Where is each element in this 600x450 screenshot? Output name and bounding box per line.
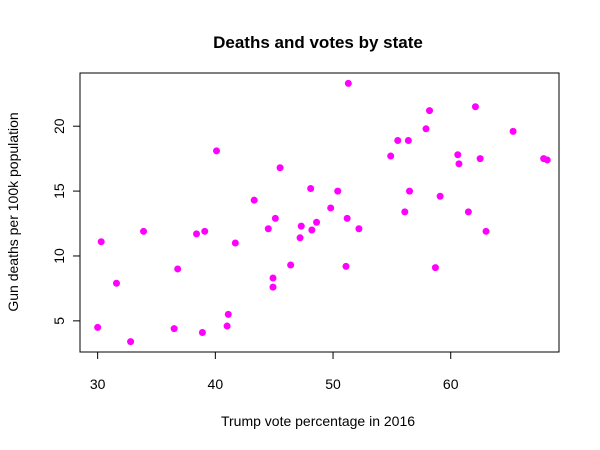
x-tick-label: 50 — [325, 376, 341, 392]
data-point — [327, 204, 335, 212]
data-point — [224, 310, 232, 318]
data-point — [476, 155, 484, 163]
y-tick-label: 5 — [51, 317, 67, 325]
data-point — [509, 127, 517, 135]
data-point — [422, 125, 430, 133]
chart-title: Deaths and votes by state — [213, 33, 423, 52]
data-points — [94, 79, 551, 346]
y-axis: 5 10 15 20 — [51, 118, 81, 325]
data-point — [482, 227, 490, 235]
x-tick-label: 30 — [90, 376, 106, 392]
data-point — [193, 230, 201, 238]
x-axis: 30 40 50 60 — [90, 351, 459, 392]
data-point — [297, 222, 305, 230]
data-point — [313, 218, 321, 226]
data-point — [269, 274, 277, 282]
y-tick-label: 15 — [51, 183, 67, 199]
data-point — [213, 147, 221, 155]
x-axis-label: Trump vote percentage in 2016 — [221, 413, 415, 429]
data-point — [223, 322, 231, 330]
data-point — [127, 338, 135, 346]
data-point — [355, 225, 363, 233]
data-point — [454, 151, 462, 159]
data-point — [464, 208, 472, 216]
data-point — [276, 164, 284, 172]
y-axis-label: Gun deaths per 100k population — [5, 112, 21, 311]
data-point — [201, 227, 209, 235]
data-point — [94, 323, 102, 331]
data-point — [296, 234, 304, 242]
x-tick-label: 60 — [443, 376, 459, 392]
data-point — [250, 196, 258, 204]
data-point — [307, 184, 315, 192]
data-point — [394, 136, 402, 144]
y-tick-label: 10 — [51, 248, 67, 264]
data-point — [287, 261, 295, 269]
data-point — [471, 103, 479, 111]
data-point — [140, 227, 148, 235]
data-point — [308, 226, 316, 234]
data-point — [342, 262, 350, 270]
data-point — [97, 238, 105, 246]
y-tick-label: 20 — [51, 118, 67, 134]
x-tick-label: 40 — [208, 376, 224, 392]
data-point — [543, 156, 551, 164]
data-point — [112, 279, 120, 287]
data-point — [269, 283, 277, 291]
data-point — [431, 264, 439, 272]
data-point — [344, 79, 352, 87]
data-point — [387, 152, 395, 160]
data-point — [198, 329, 206, 337]
data-point — [404, 136, 412, 144]
data-point — [436, 192, 444, 200]
data-point — [271, 214, 279, 222]
data-point — [174, 265, 182, 273]
data-point — [343, 214, 351, 222]
data-point — [406, 187, 414, 195]
data-point — [426, 107, 434, 115]
data-point — [231, 239, 239, 247]
data-point — [264, 225, 272, 233]
data-point — [334, 187, 342, 195]
data-point — [455, 160, 463, 168]
data-point — [401, 208, 409, 216]
data-point — [170, 325, 178, 333]
